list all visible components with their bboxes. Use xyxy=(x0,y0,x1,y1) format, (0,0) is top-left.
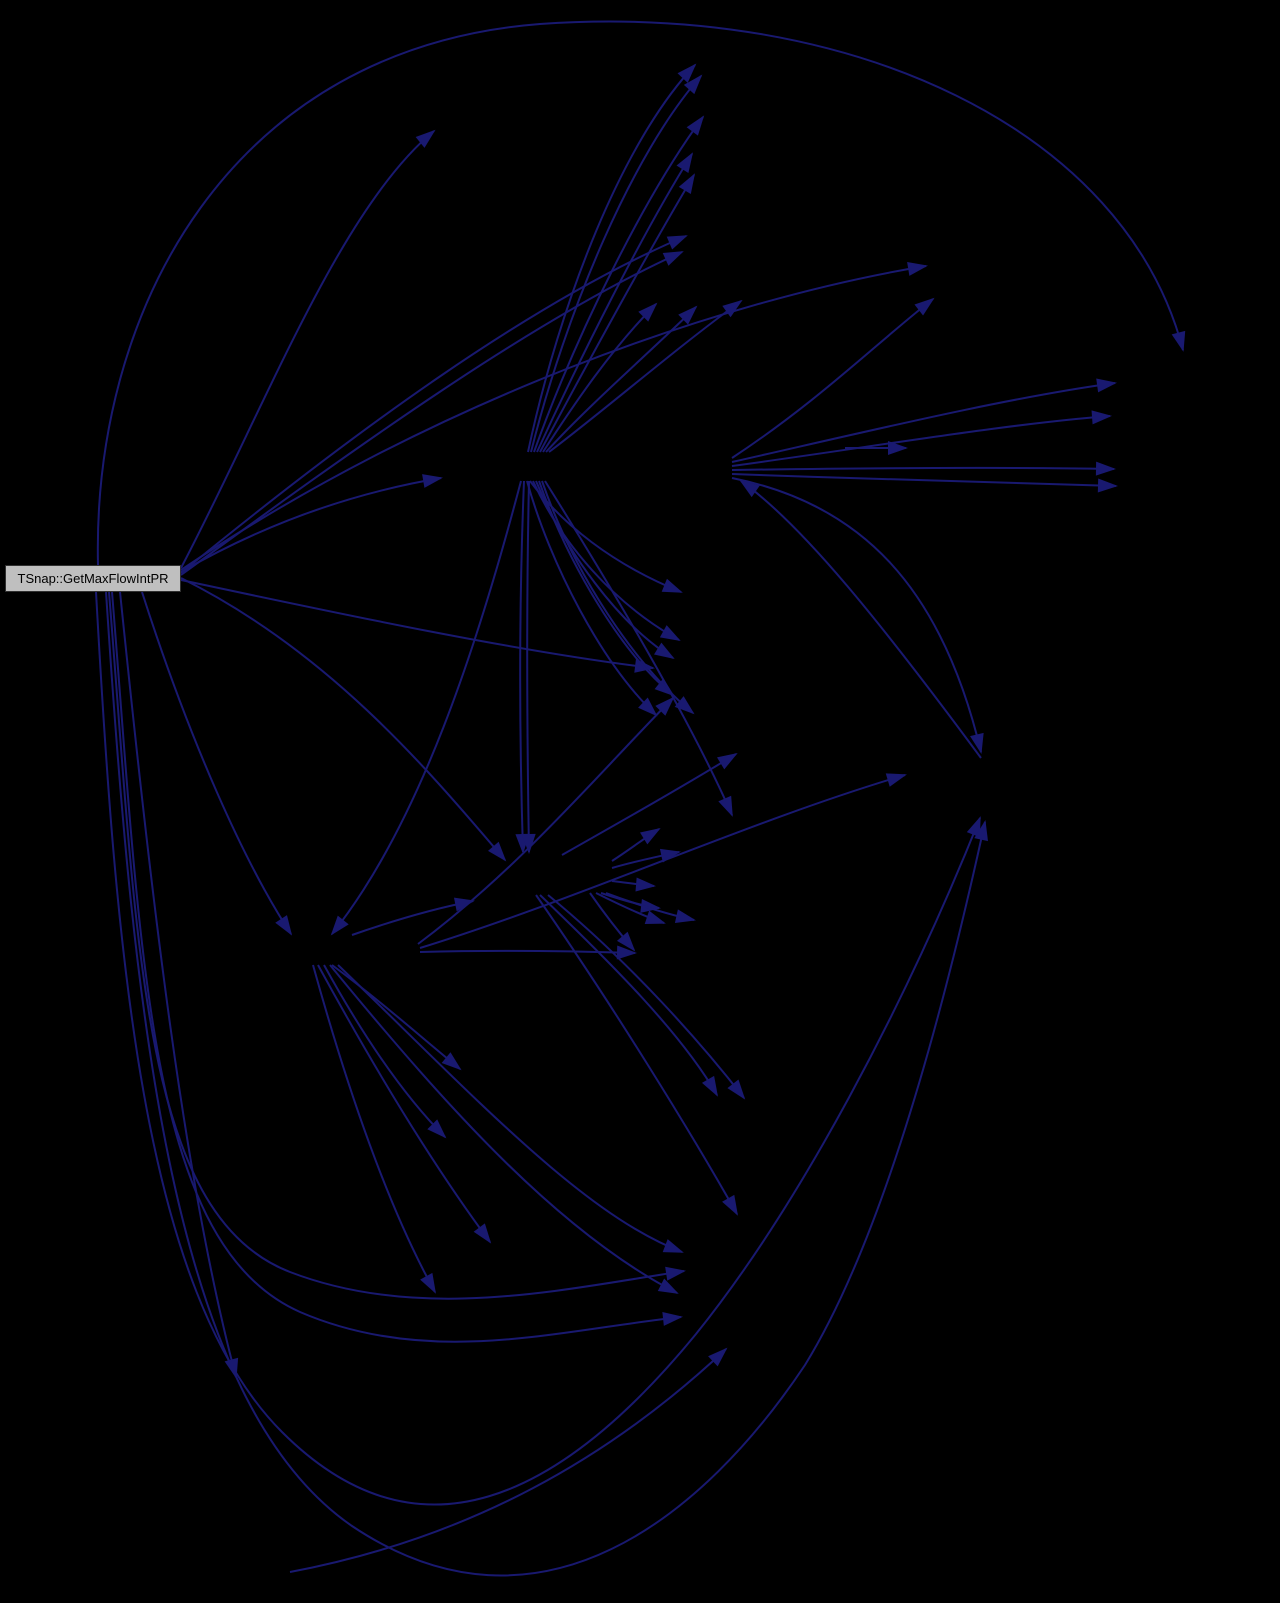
node-label: TSnap::GetMaxFlowIntPR xyxy=(17,571,169,586)
edge xyxy=(105,591,988,1577)
edge xyxy=(731,410,1112,467)
edge xyxy=(95,591,981,1506)
edge xyxy=(515,480,530,854)
edge xyxy=(611,877,656,892)
edge xyxy=(419,945,637,960)
edge xyxy=(312,964,436,1294)
edge xyxy=(535,480,675,660)
edge xyxy=(538,480,675,697)
edge xyxy=(417,696,675,945)
edge xyxy=(180,129,436,569)
edge xyxy=(611,827,661,862)
edge xyxy=(532,480,681,641)
edge xyxy=(289,1347,728,1573)
edge xyxy=(180,577,507,862)
edge xyxy=(521,480,536,854)
node-tsnap-getmaxflowintpr[interactable]: TSnap::GetMaxFlowIntPR xyxy=(5,565,181,592)
edge xyxy=(96,20,1186,566)
edge xyxy=(739,479,982,759)
edge xyxy=(527,63,697,453)
edge xyxy=(542,302,658,453)
edge xyxy=(323,964,447,1139)
edge xyxy=(317,964,492,1244)
edge xyxy=(548,299,743,453)
edge xyxy=(330,480,522,936)
edge xyxy=(595,892,666,924)
edge xyxy=(547,894,746,1100)
edge xyxy=(526,480,658,717)
edge xyxy=(535,894,738,1216)
edge xyxy=(544,480,733,817)
edge xyxy=(351,897,475,936)
edge xyxy=(529,480,683,593)
edge xyxy=(329,964,679,1294)
edge xyxy=(536,152,694,453)
edge xyxy=(561,752,738,856)
edge xyxy=(533,115,705,453)
edge xyxy=(180,474,443,573)
edge xyxy=(180,262,928,571)
edge xyxy=(539,894,718,1097)
edge xyxy=(545,305,698,453)
edge xyxy=(530,74,703,453)
edge xyxy=(731,378,1117,463)
edge xyxy=(731,297,935,459)
edge xyxy=(539,173,696,453)
edge xyxy=(141,591,293,936)
edge xyxy=(731,461,1116,476)
edge xyxy=(331,964,462,1071)
edge xyxy=(589,892,636,952)
edge xyxy=(605,892,696,924)
edge xyxy=(180,235,688,574)
edge xyxy=(111,591,683,1343)
edge xyxy=(119,591,239,1379)
edge xyxy=(731,473,1118,493)
edge xyxy=(180,579,655,673)
edge xyxy=(337,964,684,1253)
edge xyxy=(731,477,984,754)
edge xyxy=(108,591,686,1300)
edge xyxy=(611,848,681,869)
